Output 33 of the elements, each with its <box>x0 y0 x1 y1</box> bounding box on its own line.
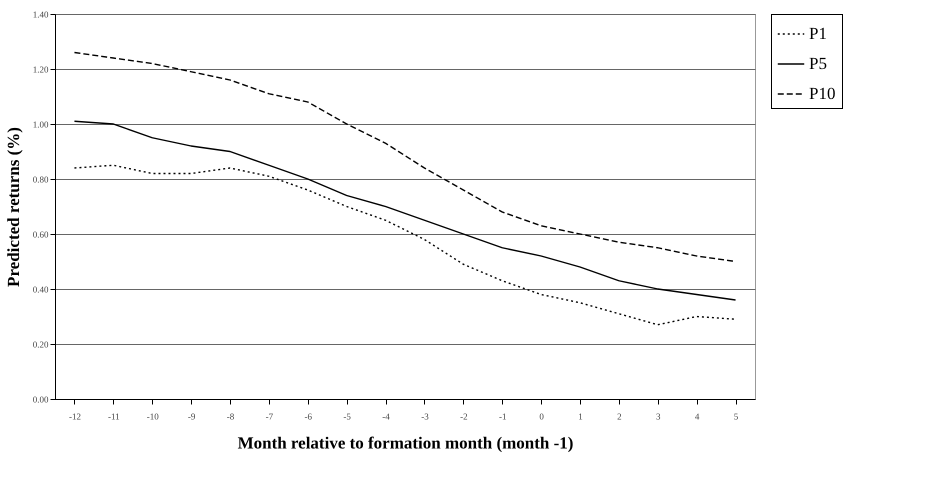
x-tick-label: -8 <box>226 412 235 422</box>
y-tick-label: 0.40 <box>32 284 49 294</box>
x-tick-label: -1 <box>498 412 506 422</box>
line-series <box>74 120 736 301</box>
x-tick-label: 4 <box>694 412 700 422</box>
x-tick-label: -9 <box>188 412 196 422</box>
x-tick-label: 2 <box>617 412 622 422</box>
y-tick-label: 1.00 <box>32 120 49 130</box>
x-tick-label: -2 <box>460 412 468 422</box>
x-tick-label: -10 <box>146 412 160 422</box>
x-tick-label: 1 <box>578 412 583 422</box>
x-tick-label: 0 <box>539 412 544 422</box>
y-tick-label: 0.00 <box>32 394 49 404</box>
y-tick-label: 0.60 <box>32 230 49 240</box>
x-tick-label: -6 <box>304 412 313 422</box>
y-tick-label: 1.20 <box>32 64 49 74</box>
line-series <box>74 164 736 326</box>
legend-label: P1 <box>809 24 827 43</box>
y-tick-label: 1.40 <box>32 10 49 20</box>
x-tick-label: -4 <box>382 412 390 422</box>
legend-label: P5 <box>809 54 827 73</box>
x-tick-label: 3 <box>656 412 662 422</box>
x-tick-label: -3 <box>421 412 430 422</box>
x-tick-label: -7 <box>266 412 274 422</box>
x-tick-label: -12 <box>68 412 81 422</box>
y-tick-label: 0.80 <box>32 174 49 184</box>
x-tick-label: -5 <box>343 412 352 422</box>
x-axis-title: Month relative to formation month (month -1) <box>238 434 574 452</box>
x-tick-label: -11 <box>108 412 120 422</box>
legend-label: P10 <box>809 84 836 103</box>
y-axis-title: Predicted returns (%) <box>4 127 23 287</box>
x-tick-label: 5 <box>734 412 739 422</box>
y-tick-label: 0.20 <box>32 340 49 350</box>
